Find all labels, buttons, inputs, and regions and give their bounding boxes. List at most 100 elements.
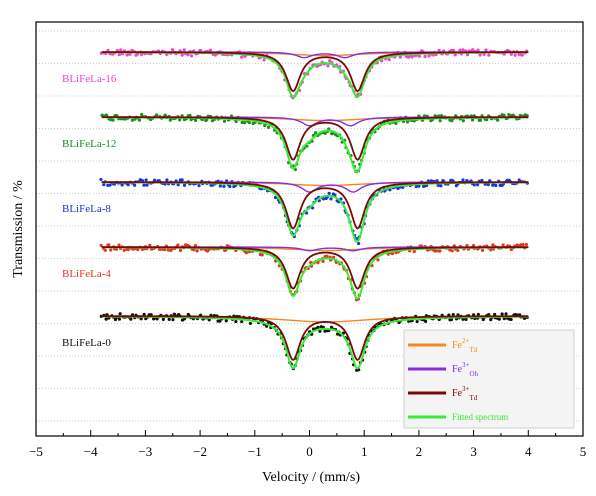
x-tick-label: −4 bbox=[84, 444, 98, 459]
data-point bbox=[449, 317, 454, 322]
sample-label: BLiFeLa-0 bbox=[62, 337, 111, 349]
data-point bbox=[305, 211, 309, 215]
data-point bbox=[114, 247, 118, 251]
data-point bbox=[412, 250, 416, 254]
data-point bbox=[109, 248, 113, 252]
sample-label: BLiFeLa-12 bbox=[62, 138, 116, 150]
data-point bbox=[161, 317, 165, 321]
data-point bbox=[128, 52, 132, 56]
data-point bbox=[376, 258, 380, 262]
data-point bbox=[195, 249, 199, 253]
data-point bbox=[99, 243, 103, 248]
data-point bbox=[222, 119, 227, 123]
data-point bbox=[165, 178, 169, 182]
data-point bbox=[129, 317, 133, 321]
data-point bbox=[480, 178, 484, 183]
data-point bbox=[509, 317, 513, 322]
data-point bbox=[398, 55, 402, 59]
data-point bbox=[471, 118, 475, 122]
data-point bbox=[476, 183, 480, 187]
data-point bbox=[186, 53, 190, 57]
data-point bbox=[331, 255, 336, 259]
data-point bbox=[118, 312, 122, 316]
data-point bbox=[139, 317, 143, 321]
data-point bbox=[493, 312, 497, 317]
data-point bbox=[148, 243, 152, 247]
data-point bbox=[423, 54, 427, 59]
data-point bbox=[244, 251, 249, 255]
data-point bbox=[182, 48, 186, 52]
spectrum-BLiFeLa-16: BLiFeLa-16 bbox=[62, 48, 529, 100]
data-point bbox=[117, 243, 121, 247]
data-point bbox=[427, 54, 431, 58]
data-point bbox=[170, 48, 175, 52]
data-point bbox=[155, 317, 159, 321]
data-point bbox=[240, 319, 244, 324]
data-point bbox=[461, 178, 465, 182]
data-point bbox=[208, 48, 213, 52]
data-point bbox=[326, 64, 330, 68]
fe3-td-curve bbox=[101, 116, 529, 161]
data-point bbox=[500, 312, 504, 316]
data-point bbox=[478, 118, 483, 122]
data-point bbox=[471, 48, 475, 52]
spectrum-BLiFeLa-0: BLiFeLa-0 bbox=[62, 312, 529, 372]
data-point bbox=[144, 178, 148, 182]
x-axis: −5 −4 −3 −2 −1 0 1 2 3 4 5 bbox=[29, 430, 586, 459]
data-point bbox=[497, 317, 501, 321]
data-point bbox=[190, 54, 194, 58]
data-point bbox=[125, 53, 129, 57]
data-point bbox=[260, 253, 264, 257]
data-point bbox=[207, 318, 211, 322]
legend-label: Fe3+Oh bbox=[452, 361, 479, 378]
data-point bbox=[436, 183, 440, 187]
data-point bbox=[228, 184, 232, 189]
x-tick-label: −1 bbox=[248, 444, 262, 459]
data-point bbox=[136, 247, 140, 252]
data-point bbox=[461, 119, 465, 123]
data-point bbox=[456, 248, 460, 253]
data-point bbox=[321, 259, 325, 263]
data-point bbox=[491, 243, 495, 247]
data-point bbox=[451, 312, 455, 317]
data-point bbox=[106, 48, 110, 52]
fe3-td-curve bbox=[101, 246, 529, 290]
fitted-curve bbox=[101, 181, 529, 243]
data-point bbox=[316, 261, 320, 265]
data-point bbox=[509, 52, 513, 56]
data-point bbox=[521, 242, 525, 247]
data-point bbox=[107, 243, 111, 247]
legend-label: Fitted spectrum bbox=[452, 412, 508, 422]
data-point bbox=[323, 329, 327, 333]
data-point bbox=[484, 48, 488, 52]
data-point bbox=[481, 248, 485, 252]
data-point bbox=[494, 183, 498, 188]
data-point bbox=[117, 317, 122, 321]
spectrum-BLiFeLa-12: BLiFeLa-12 bbox=[62, 112, 529, 174]
data-point bbox=[439, 184, 443, 188]
data-point bbox=[520, 53, 524, 57]
data-point bbox=[264, 324, 269, 328]
x-tick-label: −5 bbox=[29, 444, 43, 459]
data-point bbox=[327, 191, 331, 195]
data-point bbox=[415, 319, 419, 324]
data-point bbox=[163, 247, 167, 252]
data-point bbox=[311, 206, 315, 210]
data-point bbox=[234, 319, 238, 324]
fe3-td-curve bbox=[101, 51, 529, 93]
data-point bbox=[103, 248, 107, 252]
data-point bbox=[105, 113, 109, 117]
data-point bbox=[178, 118, 182, 122]
data-point bbox=[167, 317, 171, 321]
data-point bbox=[321, 197, 326, 201]
data-point bbox=[142, 183, 146, 187]
data-point bbox=[262, 58, 266, 62]
spectrum-BLiFeLa-4: BLiFeLa-4 bbox=[62, 242, 529, 302]
data-point bbox=[323, 131, 327, 135]
data-point bbox=[437, 48, 441, 52]
data-point bbox=[465, 178, 469, 183]
data-point bbox=[517, 52, 521, 56]
data-point bbox=[504, 312, 508, 316]
fe3-td-curve bbox=[101, 181, 529, 230]
data-point bbox=[476, 48, 480, 52]
